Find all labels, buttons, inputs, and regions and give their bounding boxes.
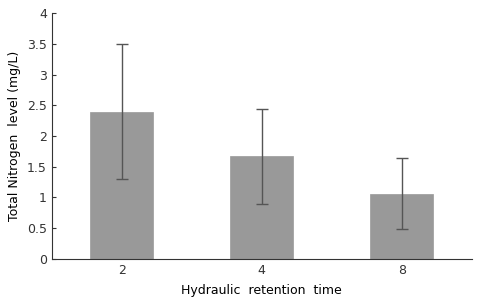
X-axis label: Hydraulic  retention  time: Hydraulic retention time xyxy=(181,284,342,297)
Y-axis label: Total Nitrogen  level (mg/L): Total Nitrogen level (mg/L) xyxy=(8,51,21,221)
Bar xyxy=(230,156,293,259)
Bar xyxy=(370,194,433,259)
Bar xyxy=(90,112,153,259)
